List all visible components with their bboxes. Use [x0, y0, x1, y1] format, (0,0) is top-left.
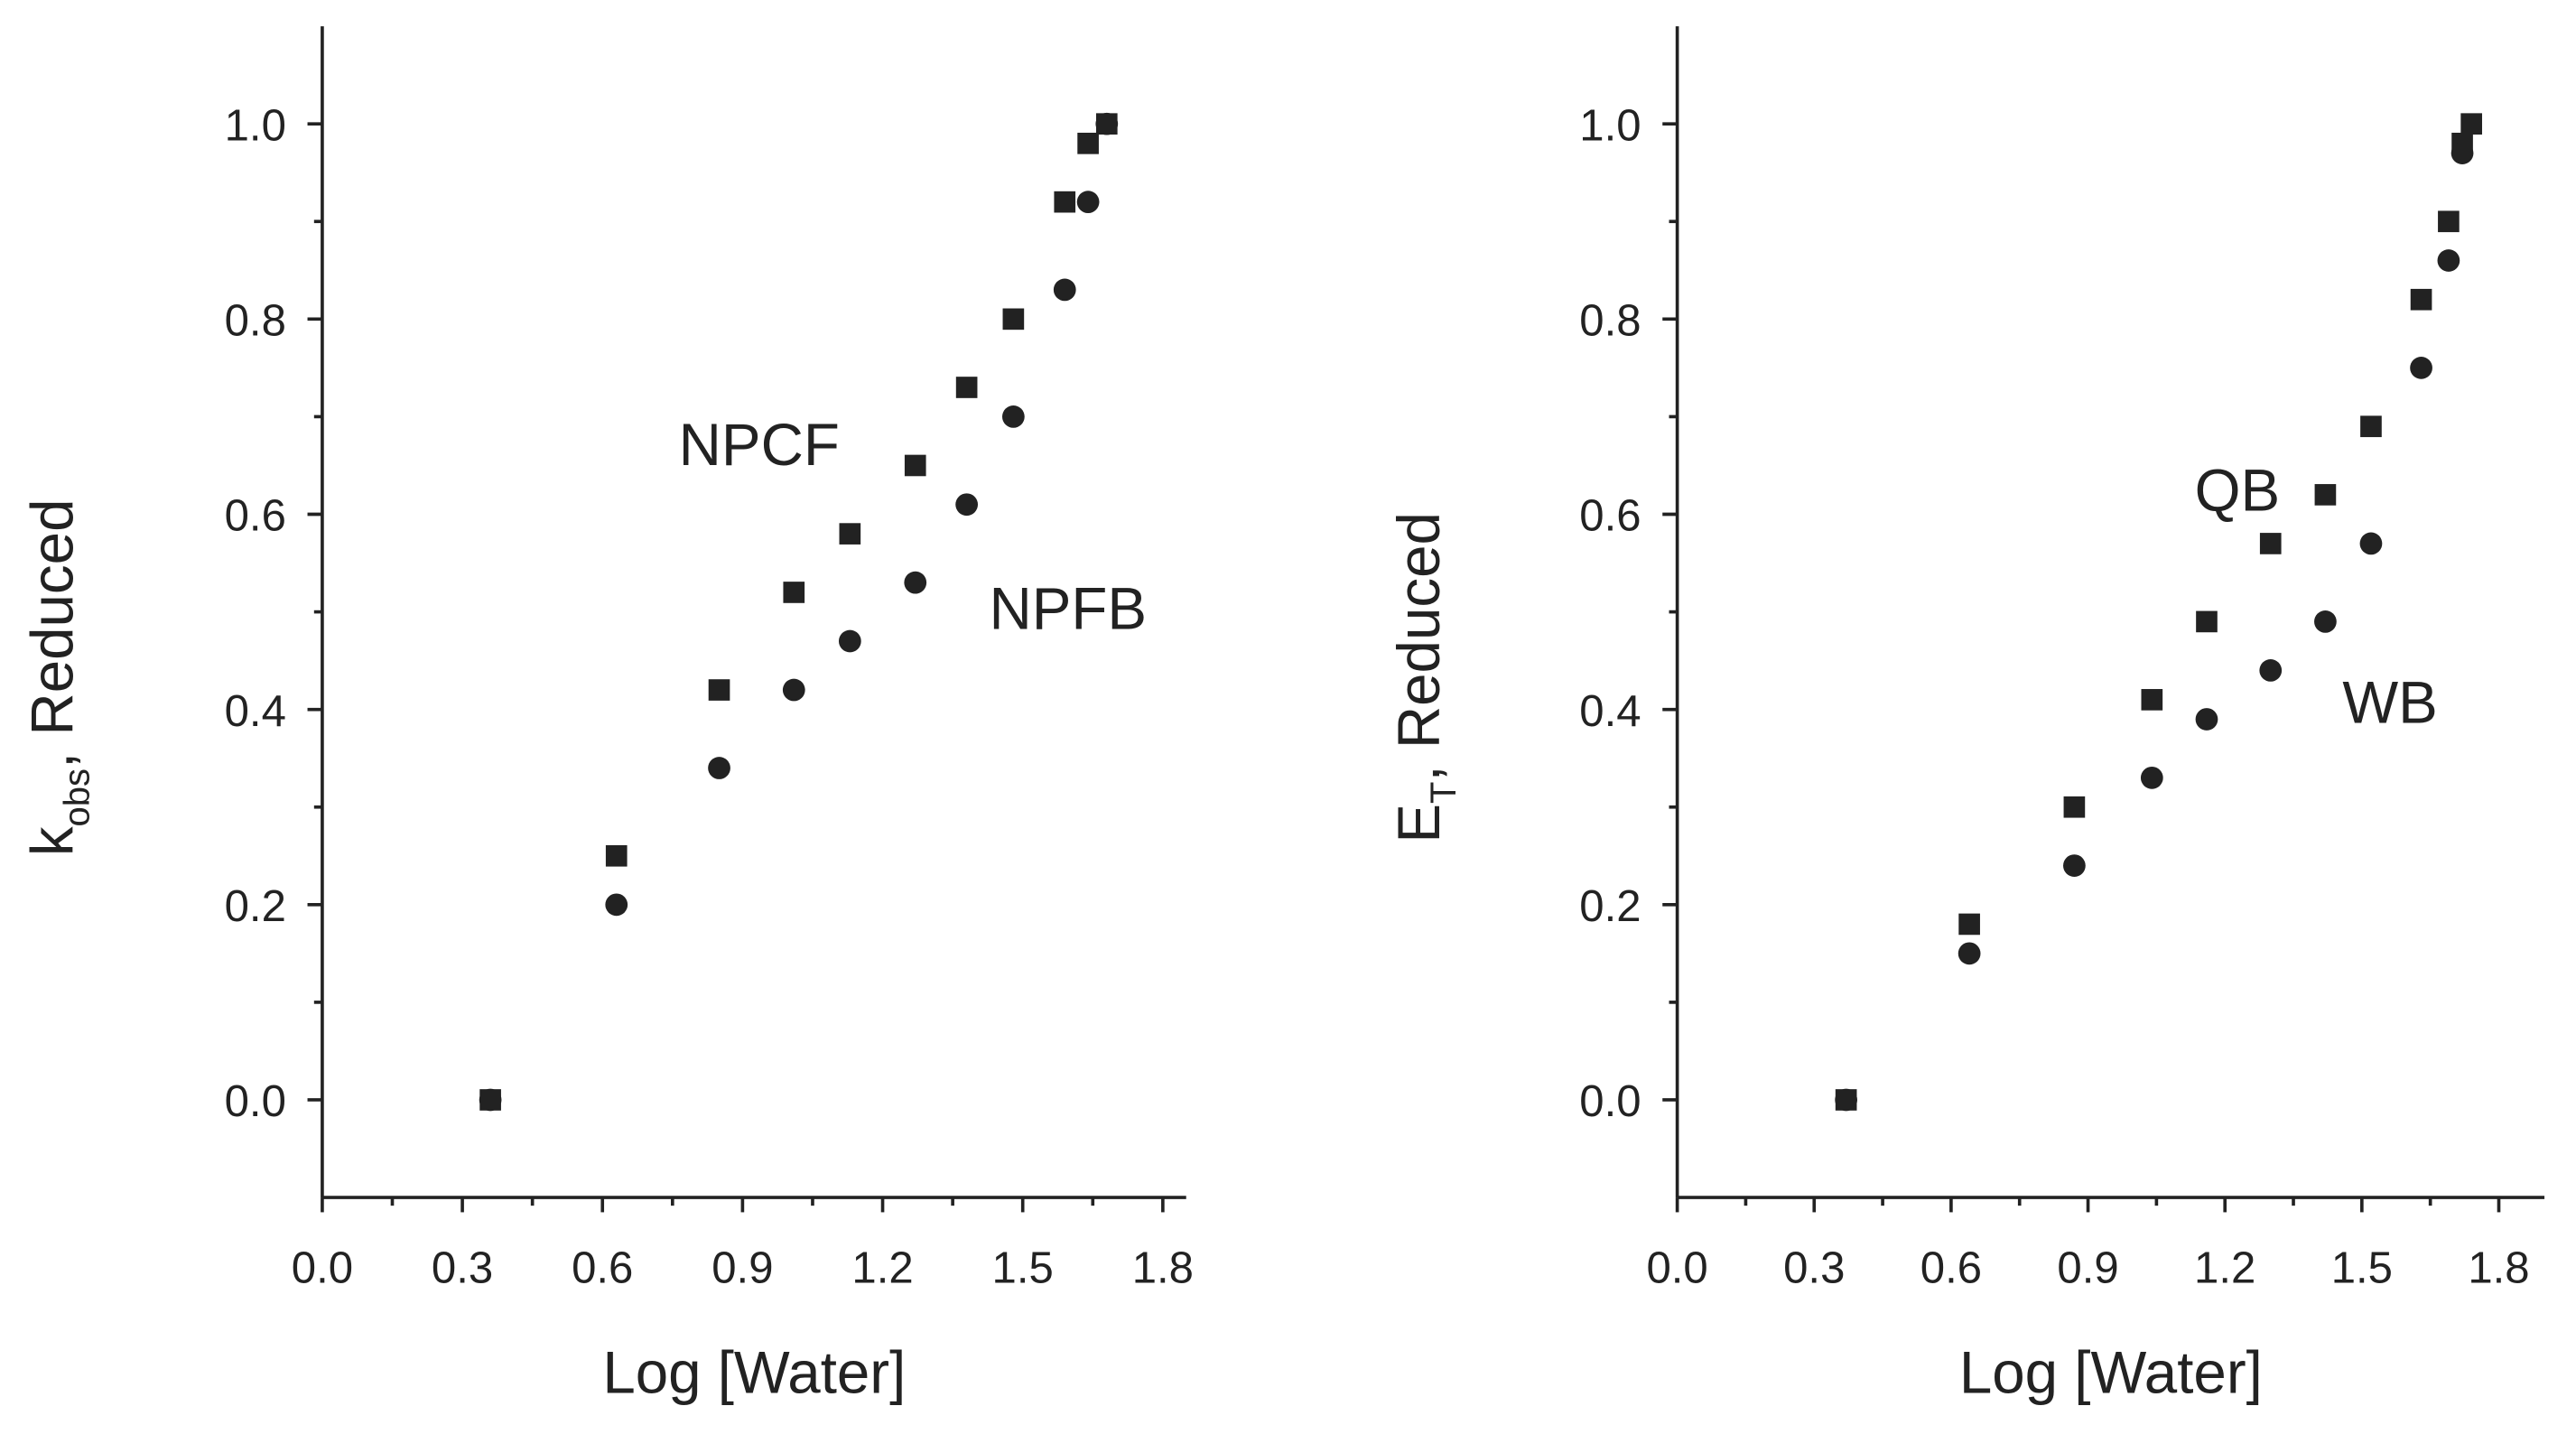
x-tick-label: 1.8: [2468, 1244, 2529, 1293]
y-tick-label: 0.2: [1579, 882, 1641, 931]
circle-point: [2410, 357, 2432, 379]
circle-point: [904, 571, 927, 594]
y-tick-label: 0.2: [225, 882, 286, 931]
square-point: [2410, 288, 2432, 311]
circle-point: [782, 678, 805, 702]
circle-point: [2140, 766, 2163, 789]
square-point: [904, 454, 926, 477]
y-tick-label: 1.0: [1579, 101, 1641, 150]
square-point: [955, 377, 978, 398]
y-title-rest: , Reduced: [19, 498, 85, 768]
circle-point: [479, 1088, 502, 1112]
x-axis-title: Log [Water]: [602, 1340, 906, 1406]
square-point: [2438, 210, 2460, 233]
circle-point: [1053, 278, 1076, 302]
square-point: [2460, 113, 2482, 135]
x-tick-label: 0.6: [1920, 1244, 1982, 1293]
square-point: [1077, 132, 1099, 154]
circle-point: [1958, 942, 1981, 965]
y-title-main: k: [19, 826, 85, 856]
y-title-sub: obs: [58, 768, 98, 827]
y-title-rest: , Reduced: [1386, 512, 1452, 781]
y-tick-label: 0.8: [1579, 297, 1641, 346]
circle-point: [838, 629, 861, 653]
circle-point: [708, 757, 730, 779]
x-tick-label: 1.8: [1132, 1244, 1194, 1293]
circle-point: [2314, 610, 2337, 633]
series-label: NPCF: [679, 412, 840, 478]
x-tick-label: 0.3: [1783, 1244, 1845, 1293]
circle-point: [2359, 532, 2383, 555]
x-tick-label: 1.2: [2194, 1244, 2255, 1293]
square-point: [2259, 533, 2282, 554]
circle-point: [2437, 249, 2460, 272]
square-point: [2141, 689, 2163, 711]
y-title-sub: T: [1424, 782, 1464, 804]
square-point: [839, 523, 861, 545]
circle-point: [605, 893, 628, 917]
y-tick-label: 1.0: [225, 101, 286, 150]
y-axis-title: ET, Reduced: [1386, 512, 1464, 843]
circle-point: [2063, 854, 2086, 877]
circle-point: [2195, 708, 2218, 731]
y-tick-label: 0.0: [1579, 1077, 1641, 1126]
x-tick-label: 1.2: [851, 1244, 913, 1293]
square-point: [708, 679, 730, 701]
x-tick-label: 0.3: [432, 1244, 493, 1293]
y-axis-title: kobs, Reduced: [19, 498, 97, 856]
circle-point: [2259, 659, 2283, 682]
square-point: [605, 844, 628, 867]
x-tick-label: 1.5: [992, 1244, 1054, 1293]
series-label: WB: [2342, 669, 2437, 735]
y-tick-label: 0.6: [1579, 492, 1641, 541]
y-tick-label: 0.8: [225, 297, 286, 346]
y-title-main: E: [1386, 804, 1452, 843]
circle-point: [1001, 405, 1025, 428]
circle-point: [1076, 191, 1100, 214]
x-tick-label: 0.6: [572, 1244, 633, 1293]
circle-point: [1835, 1088, 1858, 1112]
y-tick-label: 0.0: [225, 1077, 286, 1126]
square-point: [1054, 191, 1076, 213]
square-point: [2063, 796, 2086, 818]
x-tick-label: 0.0: [292, 1244, 353, 1293]
square-point: [1002, 308, 1025, 331]
circle-point: [955, 493, 979, 517]
y-tick-label: 0.4: [225, 687, 286, 736]
series-label: NPFB: [989, 576, 1147, 642]
y-tick-label: 0.6: [225, 492, 286, 541]
chart: 0.0 0.2 0.4 0.6 0.8 1.0 0.0 0.3 0.6 0.9 1.2 1.5 1.8 L…: [19, 26, 1194, 1406]
x-tick-label: 0.9: [2057, 1244, 2118, 1293]
series-label: QB: [2195, 458, 2281, 524]
x-tick-label: 0.9: [711, 1244, 773, 1293]
square-point: [2314, 484, 2337, 506]
x-axis-title: Log [Water]: [1959, 1340, 2263, 1406]
square-point: [1958, 913, 1980, 936]
square-point: [783, 582, 805, 603]
chart: 0.0 0.2 0.4 0.6 0.8 1.0 0.0 0.3 0.6 0.9 1.2 1.5 1.8 L…: [1386, 26, 2545, 1406]
x-tick-label: 1.5: [2331, 1244, 2393, 1293]
x-tick-label: 0.0: [1646, 1244, 1707, 1293]
square-point: [2360, 415, 2382, 438]
circle-point: [2450, 142, 2474, 164]
circle-point: [1095, 112, 1119, 135]
y-tick-label: 0.4: [1579, 687, 1641, 736]
square-point: [2196, 610, 2218, 633]
